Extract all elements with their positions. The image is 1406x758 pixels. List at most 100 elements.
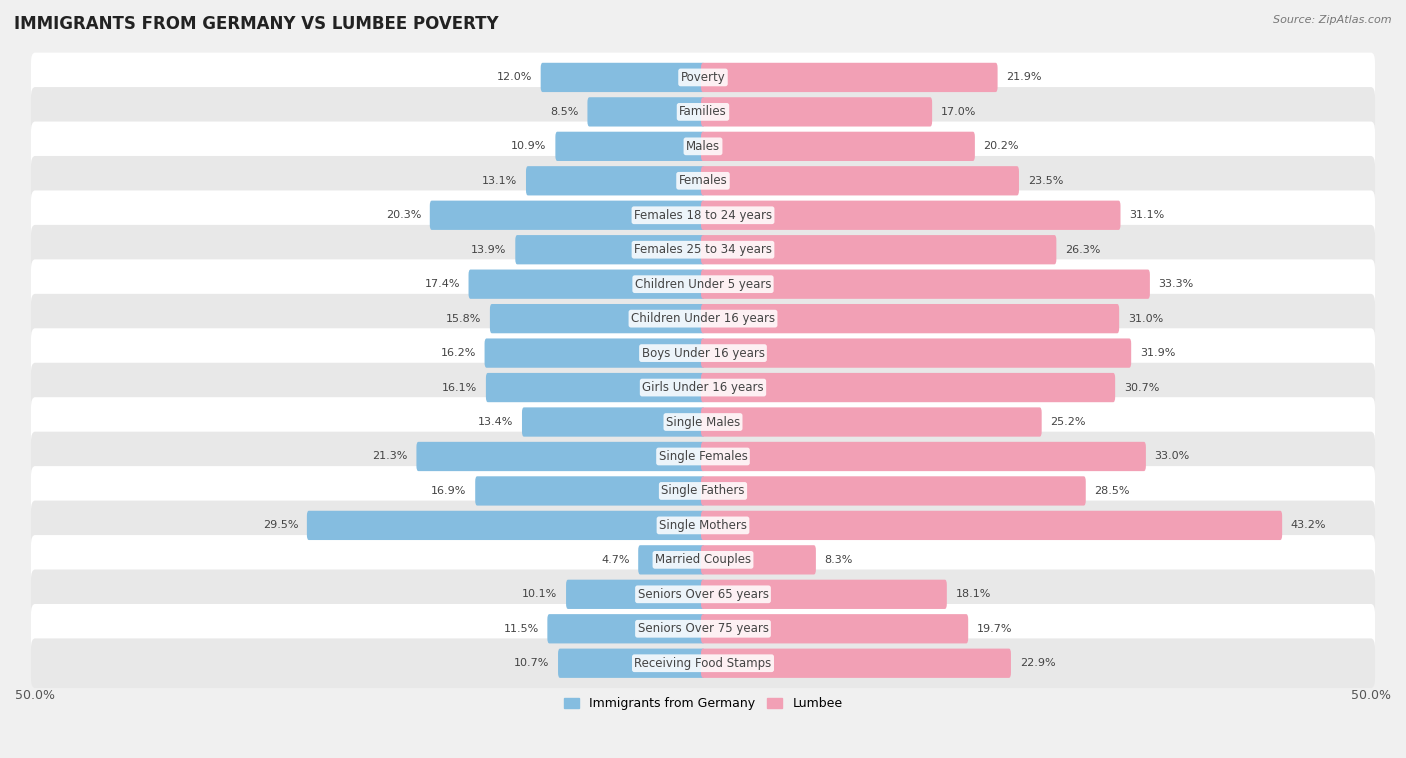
FancyBboxPatch shape: [515, 235, 704, 265]
FancyBboxPatch shape: [31, 431, 1375, 481]
Text: Females 18 to 24 years: Females 18 to 24 years: [634, 208, 772, 222]
Text: 17.4%: 17.4%: [425, 279, 460, 290]
Text: Source: ZipAtlas.com: Source: ZipAtlas.com: [1274, 15, 1392, 25]
FancyBboxPatch shape: [702, 166, 1019, 196]
Text: Poverty: Poverty: [681, 71, 725, 84]
Text: 21.9%: 21.9%: [1007, 73, 1042, 83]
Text: 28.5%: 28.5%: [1094, 486, 1130, 496]
FancyBboxPatch shape: [702, 373, 1115, 402]
Text: 33.3%: 33.3%: [1159, 279, 1194, 290]
Text: Males: Males: [686, 139, 720, 153]
Text: Seniors Over 65 years: Seniors Over 65 years: [637, 587, 769, 601]
Text: IMMIGRANTS FROM GERMANY VS LUMBEE POVERTY: IMMIGRANTS FROM GERMANY VS LUMBEE POVERT…: [14, 15, 499, 33]
Text: 8.3%: 8.3%: [824, 555, 853, 565]
FancyBboxPatch shape: [702, 442, 1146, 471]
FancyBboxPatch shape: [485, 339, 704, 368]
Text: 16.2%: 16.2%: [440, 348, 475, 358]
FancyBboxPatch shape: [555, 132, 704, 161]
Text: Married Couples: Married Couples: [655, 553, 751, 566]
Text: Single Mothers: Single Mothers: [659, 519, 747, 532]
Text: 12.0%: 12.0%: [496, 73, 531, 83]
Text: 10.7%: 10.7%: [515, 658, 550, 669]
Text: 13.9%: 13.9%: [471, 245, 506, 255]
Text: 21.3%: 21.3%: [373, 452, 408, 462]
Text: 19.7%: 19.7%: [977, 624, 1012, 634]
Text: 4.7%: 4.7%: [600, 555, 630, 565]
Text: 17.0%: 17.0%: [941, 107, 976, 117]
FancyBboxPatch shape: [702, 235, 1056, 265]
FancyBboxPatch shape: [307, 511, 704, 540]
Text: 43.2%: 43.2%: [1291, 521, 1326, 531]
FancyBboxPatch shape: [702, 270, 1150, 299]
FancyBboxPatch shape: [702, 511, 1282, 540]
Text: 10.9%: 10.9%: [512, 141, 547, 152]
FancyBboxPatch shape: [31, 363, 1375, 412]
Text: Single Females: Single Females: [658, 450, 748, 463]
Text: Families: Families: [679, 105, 727, 118]
Text: Single Males: Single Males: [666, 415, 740, 428]
FancyBboxPatch shape: [702, 407, 1042, 437]
Text: 29.5%: 29.5%: [263, 521, 298, 531]
FancyBboxPatch shape: [638, 545, 704, 575]
FancyBboxPatch shape: [702, 545, 815, 575]
FancyBboxPatch shape: [702, 63, 998, 92]
FancyBboxPatch shape: [430, 201, 704, 230]
Text: 8.5%: 8.5%: [550, 107, 579, 117]
FancyBboxPatch shape: [31, 397, 1375, 446]
Text: Females: Females: [679, 174, 727, 187]
Text: Seniors Over 75 years: Seniors Over 75 years: [637, 622, 769, 635]
Text: Females 25 to 34 years: Females 25 to 34 years: [634, 243, 772, 256]
Text: 22.9%: 22.9%: [1019, 658, 1056, 669]
FancyBboxPatch shape: [547, 614, 704, 644]
FancyBboxPatch shape: [702, 97, 932, 127]
FancyBboxPatch shape: [526, 166, 704, 196]
Text: 26.3%: 26.3%: [1066, 245, 1101, 255]
Text: 30.7%: 30.7%: [1123, 383, 1159, 393]
Text: 31.1%: 31.1%: [1129, 210, 1164, 221]
Text: 13.1%: 13.1%: [482, 176, 517, 186]
Text: 10.1%: 10.1%: [522, 589, 557, 600]
Text: 31.9%: 31.9%: [1140, 348, 1175, 358]
FancyBboxPatch shape: [702, 649, 1011, 678]
FancyBboxPatch shape: [702, 304, 1119, 334]
Text: 15.8%: 15.8%: [446, 314, 481, 324]
FancyBboxPatch shape: [31, 52, 1375, 102]
FancyBboxPatch shape: [468, 270, 704, 299]
FancyBboxPatch shape: [702, 339, 1132, 368]
FancyBboxPatch shape: [558, 649, 704, 678]
FancyBboxPatch shape: [31, 190, 1375, 240]
Text: Children Under 16 years: Children Under 16 years: [631, 312, 775, 325]
Text: 20.2%: 20.2%: [984, 141, 1019, 152]
FancyBboxPatch shape: [702, 132, 974, 161]
FancyBboxPatch shape: [489, 304, 704, 334]
FancyBboxPatch shape: [416, 442, 704, 471]
FancyBboxPatch shape: [567, 580, 704, 609]
FancyBboxPatch shape: [702, 614, 969, 644]
FancyBboxPatch shape: [588, 97, 704, 127]
FancyBboxPatch shape: [31, 259, 1375, 309]
FancyBboxPatch shape: [702, 476, 1085, 506]
FancyBboxPatch shape: [31, 156, 1375, 205]
FancyBboxPatch shape: [522, 407, 704, 437]
FancyBboxPatch shape: [475, 476, 704, 506]
FancyBboxPatch shape: [486, 373, 704, 402]
FancyBboxPatch shape: [31, 638, 1375, 688]
FancyBboxPatch shape: [702, 580, 946, 609]
FancyBboxPatch shape: [31, 121, 1375, 171]
Text: Receiving Food Stamps: Receiving Food Stamps: [634, 656, 772, 670]
Text: Girls Under 16 years: Girls Under 16 years: [643, 381, 763, 394]
FancyBboxPatch shape: [31, 328, 1375, 378]
FancyBboxPatch shape: [31, 466, 1375, 515]
Text: 31.0%: 31.0%: [1128, 314, 1163, 324]
Text: 25.2%: 25.2%: [1050, 417, 1085, 427]
FancyBboxPatch shape: [31, 604, 1375, 653]
FancyBboxPatch shape: [31, 500, 1375, 550]
FancyBboxPatch shape: [31, 294, 1375, 343]
FancyBboxPatch shape: [31, 225, 1375, 274]
Text: Boys Under 16 years: Boys Under 16 years: [641, 346, 765, 359]
FancyBboxPatch shape: [541, 63, 704, 92]
Text: 16.1%: 16.1%: [441, 383, 477, 393]
Text: Children Under 5 years: Children Under 5 years: [634, 277, 772, 290]
FancyBboxPatch shape: [702, 201, 1121, 230]
Text: 11.5%: 11.5%: [503, 624, 538, 634]
